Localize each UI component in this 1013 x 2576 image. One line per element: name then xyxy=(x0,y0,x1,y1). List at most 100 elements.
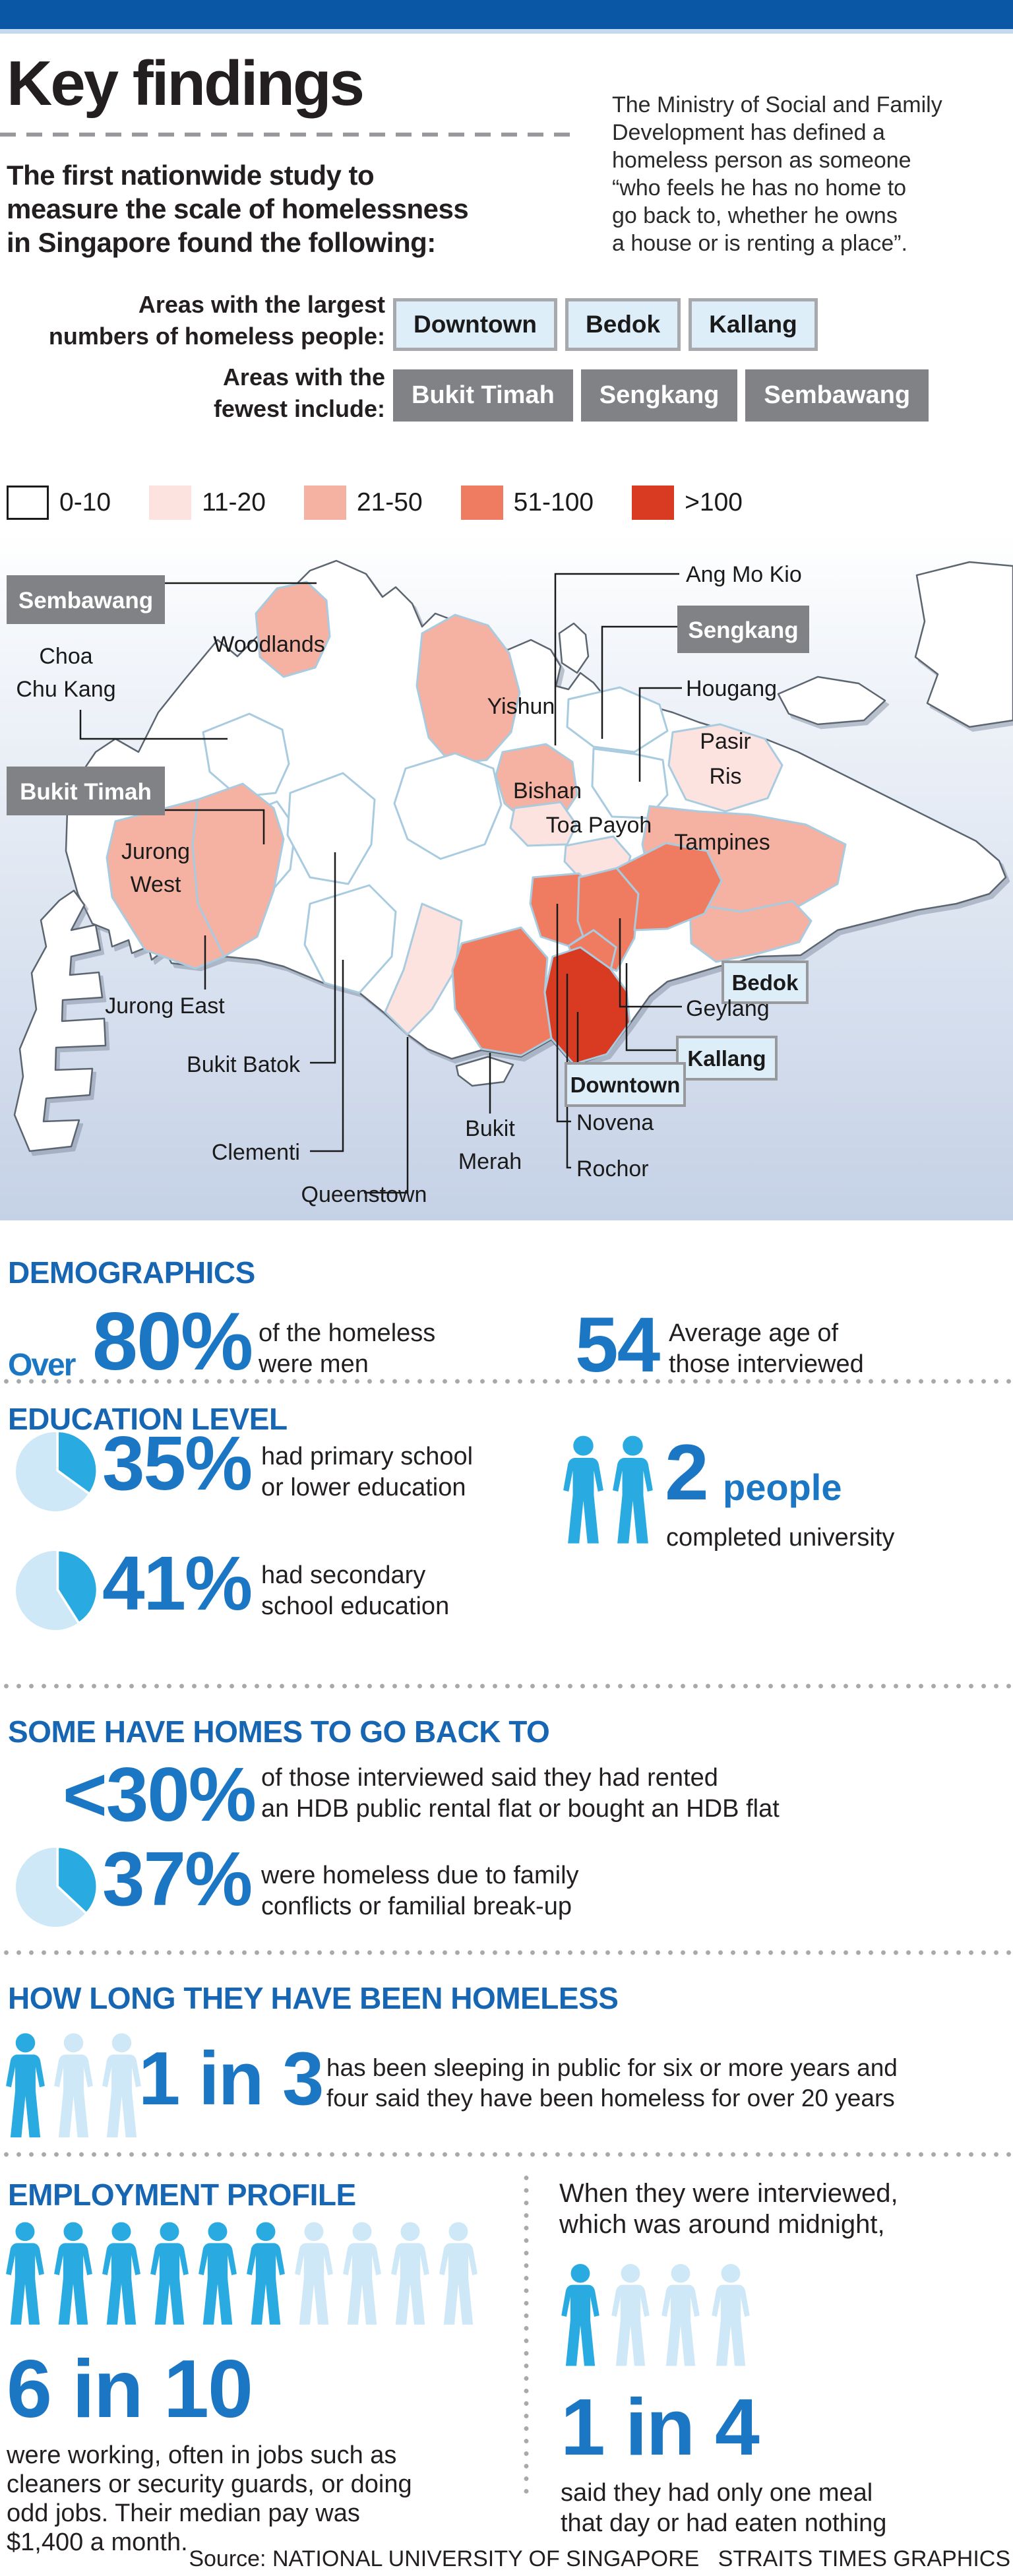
stat-university-desc: completed university xyxy=(666,1524,895,1552)
area-chip-downtown: Downtown xyxy=(393,298,558,351)
map-text-labels: Choa Chu Kang Woodlands Yishun Ang Mo Ki… xyxy=(16,562,801,1207)
region-sengkang xyxy=(566,686,669,753)
svg-text:Chu Kang: Chu Kang xyxy=(16,677,115,702)
region-geylang xyxy=(615,842,723,931)
area-chip-bedok: Bedok xyxy=(565,298,681,351)
legend-item: 0-10 xyxy=(7,486,111,520)
region-pasir-ris xyxy=(667,723,783,813)
legend-item: >100 xyxy=(632,486,743,520)
area-chip-kallang: Kallang xyxy=(689,298,818,351)
pie-family-conflict xyxy=(12,1844,99,1931)
stat-midnight-value: 1 in 4 xyxy=(561,2382,760,2472)
stat-rented-value: <30% xyxy=(63,1751,257,1837)
svg-text:Queenstown: Queenstown xyxy=(301,1182,427,1207)
svg-text:Ris: Ris xyxy=(709,764,741,789)
svg-text:Jurong: Jurong xyxy=(121,839,190,864)
areas-fewest-chips: Bukit Timah Sengkang Sembawang xyxy=(393,369,929,422)
svg-text:Bukit Timah: Bukit Timah xyxy=(20,779,152,805)
jurong-island xyxy=(13,889,107,1152)
svg-text:Ang Mo Kio: Ang Mo Kio xyxy=(686,562,802,587)
svg-text:Toa Payoh: Toa Payoh xyxy=(546,813,652,838)
pie-secondary-school xyxy=(12,1547,99,1634)
pulau-ubin-island xyxy=(777,675,886,726)
svg-text:Hougang: Hougang xyxy=(686,676,777,701)
stat-family-value: 37% xyxy=(102,1836,253,1922)
legend-swatch-11-20 xyxy=(149,486,192,520)
areas-largest-chips: Downtown Bedok Kallang xyxy=(393,298,818,351)
midnight-pictogram xyxy=(561,2264,751,2368)
seletar-islet xyxy=(558,622,590,674)
stat-university-value: 2 xyxy=(665,1428,709,1517)
section-divider xyxy=(0,1379,1013,1384)
section-header-education: EDUCATION LEVEL xyxy=(8,1402,288,1436)
area-chip-sengkang: Sengkang xyxy=(580,369,738,422)
section-divider xyxy=(0,2152,1013,2157)
section-divider xyxy=(0,1683,1013,1689)
ministry-definition-note: The Ministry of Social and Family Develo… xyxy=(612,92,942,256)
legend-item: 51-100 xyxy=(460,486,594,520)
singapore-choropleth-map: Sembawang Bukit Timah Sengkang Bedok Kal… xyxy=(0,534,1013,1220)
svg-text:Geylang: Geylang xyxy=(686,996,770,1021)
svg-text:Rochor: Rochor xyxy=(576,1156,649,1181)
svg-text:Clementi: Clementi xyxy=(212,1140,300,1165)
region-central-catchment xyxy=(393,752,503,860)
region-bukit-batok xyxy=(286,772,376,885)
legend-swatch-51-100 xyxy=(460,486,503,520)
map-legend: 0-10 11-20 21-50 51-100 >100 xyxy=(7,486,781,520)
svg-text:Choa: Choa xyxy=(39,644,92,669)
svg-text:Jurong East: Jurong East xyxy=(105,993,225,1019)
svg-text:Novena: Novena xyxy=(576,1110,654,1135)
area-chip-bukit-timah: Bukit Timah xyxy=(393,369,573,422)
stat-employment-desc: were working, often in jobs such as clea… xyxy=(7,2441,412,2556)
stat-secondary-value: 41% xyxy=(102,1540,253,1626)
university-pictogram xyxy=(563,1435,654,1546)
region-downtown xyxy=(543,946,631,1065)
svg-text:Yishun: Yishun xyxy=(487,694,555,719)
svg-text:Sengkang: Sengkang xyxy=(688,617,798,643)
legend-swatch-21-50 xyxy=(303,486,346,520)
stat-age-value: 54 xyxy=(575,1302,660,1389)
sentosa-island xyxy=(455,1055,514,1087)
section-divider xyxy=(0,1950,1013,1955)
region-queenstown xyxy=(384,902,463,1036)
stat-primary-value: 35% xyxy=(102,1420,253,1506)
map-box-bukit-timah: Bukit Timah xyxy=(7,767,165,815)
source-credit: Source: NATIONAL UNIVERSITY OF SINGAPORE… xyxy=(189,2546,1010,2571)
stat-employment-value: 6 in 10 xyxy=(7,2344,253,2435)
svg-text:Bukit: Bukit xyxy=(465,1116,515,1141)
map-chip-kallang: Kallang xyxy=(676,1036,778,1081)
svg-text:Downtown: Downtown xyxy=(570,1073,681,1097)
map-chip-downtown: Downtown xyxy=(565,1062,686,1107)
employment-pictogram xyxy=(5,2222,478,2327)
areas-largest-label: Areas with the largest numbers of homele… xyxy=(48,291,385,350)
svg-text:Pasir: Pasir xyxy=(700,729,751,754)
map-chip-bedok: Bedok xyxy=(721,960,809,1004)
pulau-tekong-island xyxy=(914,561,1013,728)
svg-text:Bishan: Bishan xyxy=(513,778,582,803)
map-box-sengkang: Sengkang xyxy=(677,606,809,653)
region-bedok xyxy=(689,900,813,963)
midnight-intro: When they were interviewed, which was ar… xyxy=(559,2179,898,2239)
map-leader-lines xyxy=(79,573,682,1194)
map-box-sembawang: Sembawang xyxy=(7,575,165,624)
svg-text:West: West xyxy=(131,872,181,897)
legend-swatch-0-10 xyxy=(7,486,49,520)
section-header-demographics: DEMOGRAPHICS xyxy=(8,1255,255,1290)
stat-primary-desc: had primary school or lower education xyxy=(261,1443,474,1501)
duration-pictogram xyxy=(5,2033,142,2140)
region-clementi xyxy=(303,884,397,994)
legend-item: 11-20 xyxy=(149,486,266,520)
intro-text: The first nationwide study to measure th… xyxy=(7,160,469,258)
section-header-homes: SOME HAVE HOMES TO GO BACK TO xyxy=(8,1714,550,1749)
stat-midnight-desc: said they had only one meal that day or … xyxy=(561,2479,887,2537)
region-bishan xyxy=(509,801,578,847)
area-chip-sembawang: Sembawang xyxy=(745,369,929,422)
stat-duration-value: 1 in 3 xyxy=(138,2037,324,2121)
legend-swatch-100plus xyxy=(632,486,675,520)
column-divider xyxy=(524,2172,529,2501)
region-bukit-merah xyxy=(451,926,553,1057)
region-yishun xyxy=(415,613,521,765)
svg-text:Kallang: Kallang xyxy=(687,1046,766,1071)
pie-primary-school xyxy=(12,1428,99,1515)
top-blue-bar xyxy=(0,0,1013,34)
